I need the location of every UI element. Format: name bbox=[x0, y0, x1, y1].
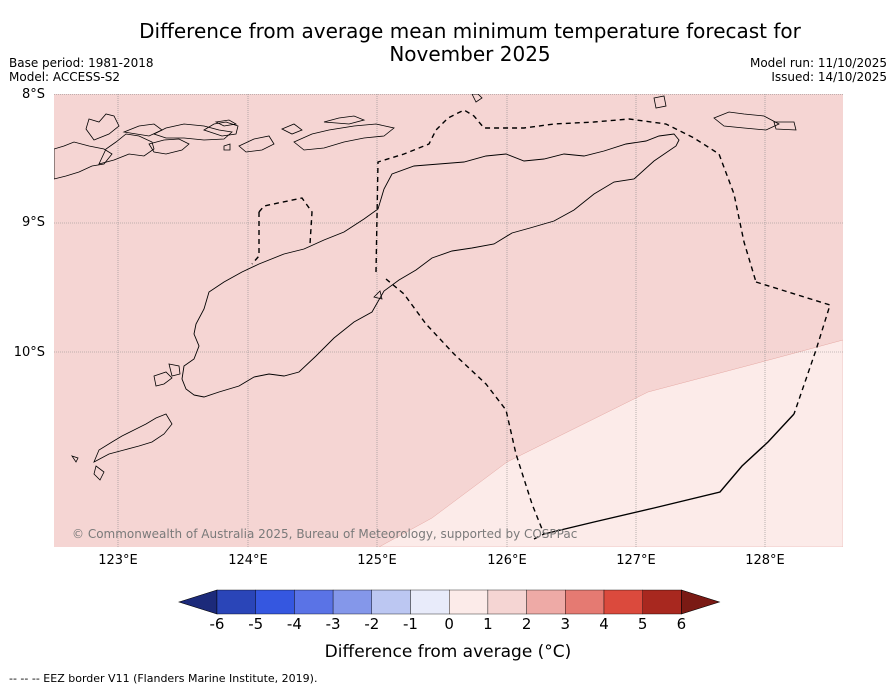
lon-label: 123°E bbox=[98, 553, 138, 568]
colorbar-tick-label: -6 bbox=[209, 615, 225, 633]
meta-left: Base period: 1981-2018 Model: ACCESS-S2 bbox=[9, 56, 154, 84]
colorbar-tick-label: 6 bbox=[676, 615, 687, 633]
island-coastline bbox=[773, 121, 797, 131]
island-coastline bbox=[653, 95, 667, 109]
colorbar-segments bbox=[178, 589, 721, 615]
issued-date: Issued: 14/10/2025 bbox=[771, 70, 887, 84]
island-coastline bbox=[152, 123, 233, 141]
timor-coastline bbox=[181, 133, 680, 398]
chart-title: Difference from average mean minimum tem… bbox=[100, 20, 840, 66]
island-coastline bbox=[71, 455, 79, 463]
colorbar-tick-label: 3 bbox=[560, 615, 571, 633]
colorbar-segment bbox=[371, 589, 411, 615]
colorbar-segment bbox=[487, 589, 527, 615]
island-coastline bbox=[148, 138, 190, 155]
eez-border bbox=[251, 109, 831, 535]
island-coastline bbox=[93, 465, 105, 481]
island-coastline bbox=[93, 413, 173, 463]
islet-coastline bbox=[373, 290, 383, 300]
colorbar-segment bbox=[642, 589, 682, 615]
island-coastline bbox=[238, 135, 275, 153]
base-period: Base period: 1981-2018 bbox=[9, 56, 154, 70]
colorbar-segment bbox=[449, 589, 489, 615]
lat-label: 9°S bbox=[21, 215, 45, 230]
colorbar bbox=[178, 589, 721, 615]
colorbar-tick-label: 1 bbox=[483, 615, 493, 633]
eez-line bbox=[533, 533, 545, 540]
colorbar-tick-label: -5 bbox=[248, 615, 264, 633]
island-coastline bbox=[153, 371, 173, 387]
colorbar-segment bbox=[603, 589, 643, 615]
eez-line bbox=[258, 197, 313, 245]
colorbar-tick-label: 5 bbox=[637, 615, 648, 633]
lon-label: 125°E bbox=[357, 553, 397, 568]
colorbar-segment bbox=[332, 589, 373, 615]
eez-line-solid bbox=[543, 413, 795, 535]
lon-label: 127°E bbox=[616, 553, 656, 568]
island-coastline bbox=[98, 133, 155, 165]
colorbar-title: Difference from average (°C) bbox=[324, 642, 572, 662]
title-line-2: November 2025 bbox=[389, 42, 551, 66]
colorbar-tick-label: 0 bbox=[444, 615, 454, 633]
model-name: Model: ACCESS-S2 bbox=[9, 70, 121, 84]
colorbar-segment bbox=[410, 589, 450, 615]
meta-right: Model run: 11/10/2025 Issued: 14/10/2025 bbox=[750, 56, 887, 84]
eez-border-south bbox=[533, 533, 545, 540]
island-coastline bbox=[293, 123, 395, 151]
lon-label: 128°E bbox=[745, 553, 785, 568]
island-coastline bbox=[323, 115, 366, 125]
title-line-1: Difference from average mean minimum tem… bbox=[139, 19, 801, 43]
island-coastline bbox=[168, 363, 181, 377]
lon-label: 126°E bbox=[487, 553, 527, 568]
eez-solid bbox=[543, 413, 795, 535]
island-coastline bbox=[203, 121, 239, 137]
lon-label: 124°E bbox=[228, 553, 268, 568]
model-run: Model run: 11/10/2025 bbox=[749, 56, 887, 70]
colorbar-extend-low bbox=[178, 589, 218, 615]
copyright-text: © Commonwealth of Australia 2025, Bureau… bbox=[72, 527, 577, 541]
colorbar-segment bbox=[216, 589, 256, 615]
colorbar-segment bbox=[294, 589, 334, 615]
island-coastline bbox=[713, 111, 780, 131]
colorbar-segment bbox=[255, 589, 295, 615]
map-panel: © Commonwealth of Australia 2025, Bureau… bbox=[54, 94, 843, 547]
eez-line bbox=[375, 109, 757, 283]
island-coastline bbox=[281, 123, 303, 135]
lat-label: 8°S bbox=[21, 87, 45, 102]
colorbar-tick-label: -2 bbox=[364, 615, 380, 633]
island-coastline bbox=[471, 94, 483, 103]
colorbar-tick-label: -4 bbox=[286, 615, 302, 633]
colorbar-tick-label: -3 bbox=[325, 615, 341, 633]
eez-line bbox=[385, 278, 545, 535]
island-coastline bbox=[122, 123, 163, 137]
colorbar-segment bbox=[526, 589, 566, 615]
colorbar-extend-high bbox=[681, 589, 721, 615]
region-anomaly-0-1 bbox=[378, 339, 843, 547]
colorbar-segment bbox=[565, 589, 605, 615]
island-coastline bbox=[54, 141, 113, 180]
island-coastline bbox=[85, 113, 120, 141]
island-coastline bbox=[223, 143, 231, 151]
eez-footnote: -- -- -- EEZ border V11 (Flanders Marine… bbox=[9, 672, 318, 685]
colorbar-tick-label: 2 bbox=[521, 615, 532, 633]
lat-label: 10°S bbox=[13, 345, 45, 360]
island-coastline bbox=[214, 119, 238, 127]
eez-line bbox=[755, 281, 831, 415]
graticule bbox=[54, 94, 843, 547]
colorbar-tick-label: -1 bbox=[403, 615, 418, 633]
colorbar-tick-label: 4 bbox=[599, 615, 609, 633]
